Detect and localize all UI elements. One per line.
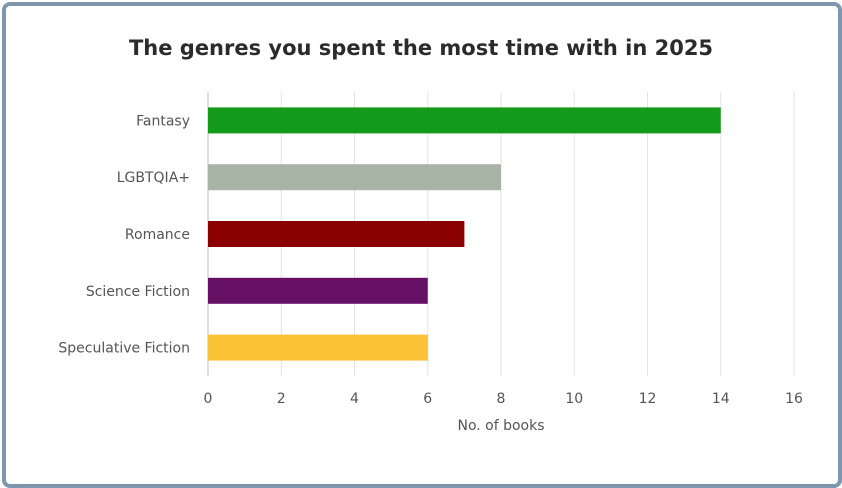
x-tick-label: 8 <box>497 391 506 407</box>
category-label: LGBTQIA+ <box>117 170 190 186</box>
category-label: Romance <box>125 227 190 243</box>
x-tick-label: 0 <box>204 391 213 407</box>
bar-science-fiction[interactable] <box>208 277 428 304</box>
category-label: Science Fiction <box>86 284 190 300</box>
category-label: Speculative Fiction <box>58 341 190 357</box>
x-tick-label: 10 <box>565 391 583 407</box>
x-tick-label: 4 <box>350 391 359 407</box>
x-axis-label: No. of books <box>457 418 544 434</box>
x-tick-label: 16 <box>785 391 803 407</box>
category-label: Fantasy <box>136 113 190 129</box>
bar-fantasy[interactable] <box>208 107 721 134</box>
bar-lgbtqia[interactable] <box>208 164 501 191</box>
x-tick-label: 14 <box>712 391 730 407</box>
bar-speculative-fiction[interactable] <box>208 334 428 361</box>
chart-title: The genres you spent the most time with … <box>128 36 714 60</box>
x-tick-label: 12 <box>639 391 657 407</box>
bars <box>208 107 721 361</box>
x-tick-labels: 0 2 4 6 8 10 12 14 16 <box>204 391 803 407</box>
bar-romance[interactable] <box>208 221 465 247</box>
category-labels: Fantasy LGBTQIA+ Romance Science Fiction Spe… <box>58 113 190 356</box>
x-tick-label: 2 <box>277 391 286 407</box>
x-tick-label: 6 <box>423 391 432 407</box>
